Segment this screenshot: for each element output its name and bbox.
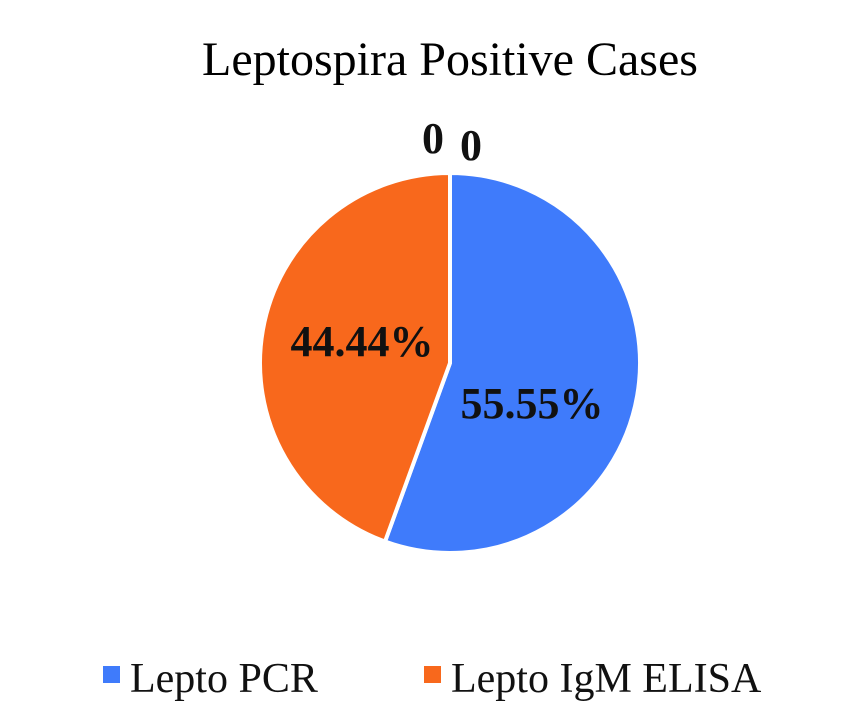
zero-label-2: 0: [460, 121, 482, 170]
data-label-lepto-pcr: 55.55%: [461, 379, 604, 428]
pie-slice-lepto-pcr: [382, 170, 642, 555]
legend-swatch-lepto-pcr: [103, 666, 120, 683]
zero-label-1: 0: [422, 114, 444, 163]
pie-slice-lepto-igm-elisa: [258, 170, 452, 545]
legend-swatch-lepto-igm-elisa: [424, 666, 441, 683]
legend-label-lepto-igm-elisa: Lepto IgM ELISA: [451, 656, 762, 702]
chart-title: Leptospira Positive Cases: [202, 33, 698, 86]
legend-label-lepto-pcr: Lepto PCR: [130, 656, 318, 702]
data-label-lepto-igm-elisa: 44.44%: [291, 317, 434, 366]
